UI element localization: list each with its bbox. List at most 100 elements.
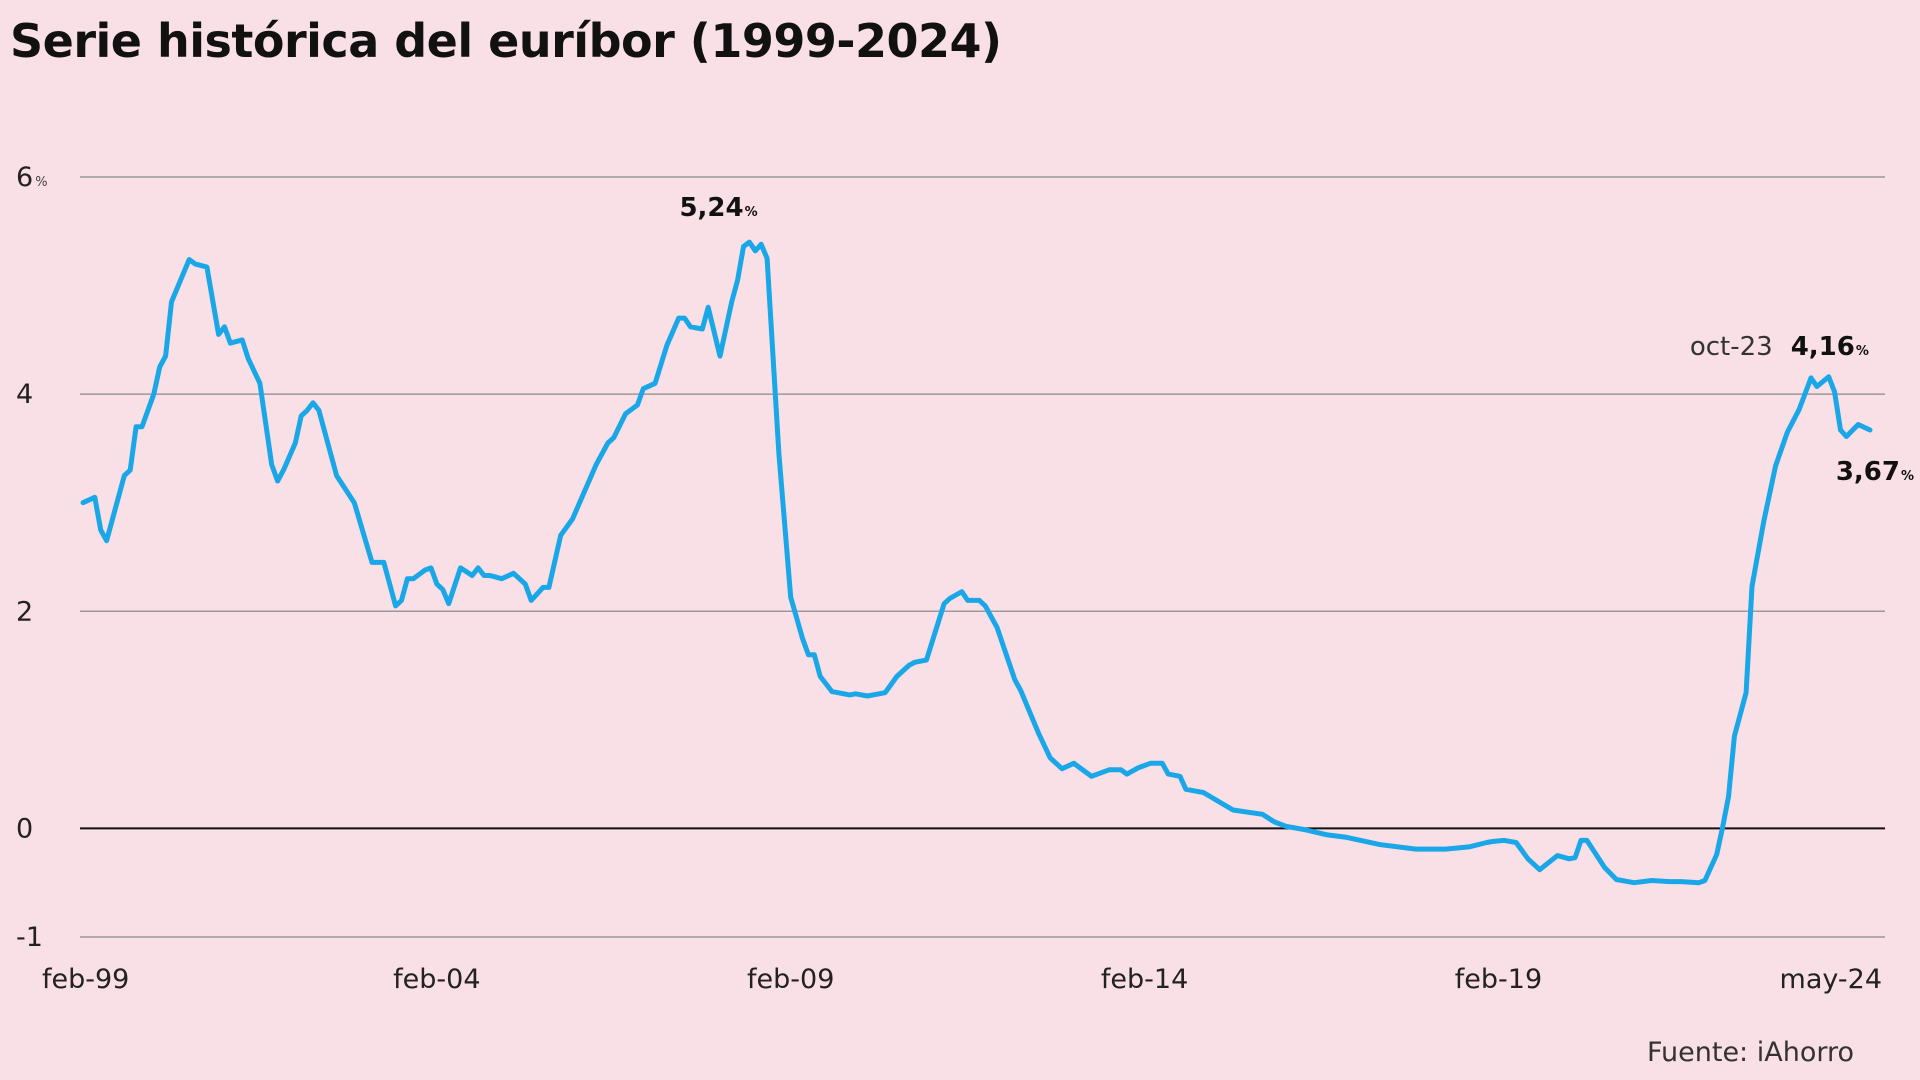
data-point [1467, 844, 1472, 849]
data-point [1136, 765, 1141, 770]
data-point [275, 479, 280, 484]
data-point [269, 462, 274, 467]
y-tick-label: 2 [16, 596, 33, 627]
data-point [1060, 766, 1065, 771]
data-point [193, 261, 198, 266]
data-point [228, 341, 233, 346]
data-point [1284, 824, 1289, 829]
data-point [1036, 730, 1041, 735]
data-point [446, 601, 451, 606]
data-point [316, 408, 321, 413]
y-tick-label: -1 [16, 922, 43, 953]
x-axis-ticks: feb-99 feb-04 feb-09 feb-14 feb-19 may-24 [42, 964, 1882, 995]
annotation-unit: % [1901, 469, 1914, 484]
data-point [570, 517, 575, 522]
data-point [246, 356, 251, 361]
data-point [800, 636, 805, 641]
data-point [1018, 688, 1023, 693]
data-point [1832, 390, 1837, 395]
data-point [1201, 790, 1206, 795]
data-point [948, 596, 953, 601]
data-point [759, 242, 764, 247]
data-point [546, 585, 551, 590]
data-point [523, 582, 528, 587]
data-point [1325, 832, 1330, 837]
data-point [511, 571, 516, 576]
chart-title: Serie histórica del euríbor (1999-2024) [10, 14, 1002, 68]
data-point [594, 462, 599, 467]
data-point [912, 660, 917, 665]
data-point [765, 256, 770, 261]
data-point [995, 625, 1000, 630]
data-point [853, 691, 858, 696]
data-point [894, 674, 899, 679]
data-point [977, 598, 982, 603]
data-point [1178, 774, 1183, 779]
data-point [1119, 767, 1124, 772]
data-point [1183, 787, 1188, 792]
data-point [1720, 825, 1725, 830]
data-point [1732, 734, 1737, 739]
data-point [1231, 808, 1236, 813]
x-tick-label: feb-19 [1455, 964, 1542, 995]
data-point [293, 441, 298, 446]
data-point [1490, 839, 1495, 844]
data-point [582, 489, 587, 494]
data-point [458, 565, 463, 570]
series-points [81, 240, 1873, 886]
data-point [92, 495, 97, 500]
data-point [1301, 827, 1306, 832]
data-point [204, 265, 209, 270]
data-point [806, 652, 811, 657]
data-point [1714, 852, 1719, 857]
data-point [818, 674, 823, 679]
data-point [81, 500, 86, 505]
data-point [1632, 880, 1637, 885]
annotation-value-label: 4,16% [1791, 332, 1869, 362]
data-point [470, 573, 475, 578]
euribor-series-line [80, 239, 1873, 886]
data-point [1443, 847, 1448, 852]
data-point [1838, 428, 1843, 433]
data-point [718, 354, 723, 359]
data-point [1744, 690, 1749, 695]
data-point [134, 424, 139, 429]
data-point [305, 408, 310, 413]
data-point [700, 327, 705, 332]
data-point [116, 495, 121, 500]
data-point [1514, 840, 1519, 845]
data-point [924, 658, 929, 663]
data-point [1537, 867, 1542, 872]
data-point [676, 316, 681, 321]
data-point [776, 451, 781, 456]
data-point [1773, 463, 1778, 468]
data-point [605, 441, 610, 446]
data-point [865, 694, 870, 699]
data-point [352, 500, 357, 505]
data-point [440, 587, 445, 592]
data-point [222, 324, 227, 329]
data-point [311, 400, 316, 405]
data-point [1413, 847, 1418, 852]
data-point [942, 601, 947, 606]
data-point [405, 576, 410, 581]
data-point [611, 435, 616, 440]
data-point [1679, 879, 1684, 884]
data-point [1814, 384, 1819, 389]
annotation-unit: % [1856, 344, 1869, 359]
data-point [1148, 761, 1153, 766]
data-point [883, 690, 888, 695]
data-point [299, 413, 304, 418]
x-tick-label: feb-14 [1101, 964, 1188, 995]
data-point [98, 527, 103, 532]
data-point [635, 403, 640, 408]
data-point [1089, 774, 1094, 779]
y-tick-label: 4 [16, 379, 33, 410]
data-point [240, 337, 245, 342]
y-tick-label: 0 [16, 813, 33, 844]
data-point [187, 257, 192, 262]
data-point [128, 468, 133, 473]
data-point [1702, 878, 1707, 883]
data-point [1555, 853, 1560, 858]
